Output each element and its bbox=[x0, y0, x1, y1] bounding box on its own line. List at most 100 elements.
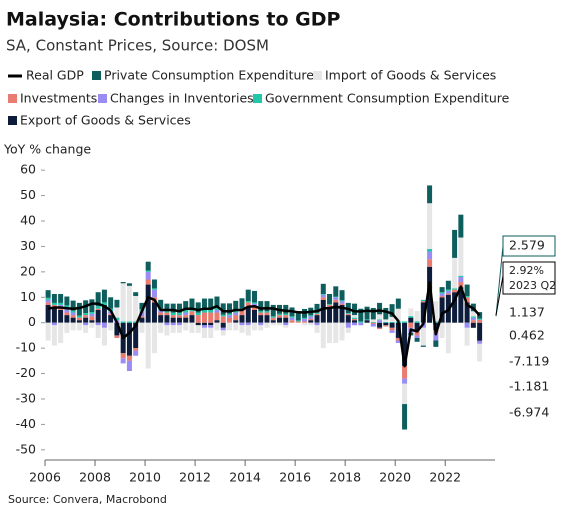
pointer bbox=[495, 245, 504, 317]
legend-swatch bbox=[98, 94, 107, 103]
bar-segment bbox=[402, 378, 408, 384]
bar-segment bbox=[51, 322, 57, 326]
bar-segment bbox=[308, 318, 314, 321]
bar-segment bbox=[320, 322, 326, 349]
bar-segment bbox=[58, 310, 64, 323]
bar-segment bbox=[70, 312, 76, 316]
bar-segment bbox=[76, 317, 82, 321]
bar-segment bbox=[383, 307, 389, 320]
bar-segment bbox=[439, 292, 445, 294]
source: Source: Convera, Macrobond bbox=[8, 493, 167, 506]
bar-segment bbox=[151, 289, 157, 298]
bar-segment bbox=[139, 316, 145, 318]
bar-segment bbox=[189, 308, 195, 312]
bar-segment bbox=[258, 315, 264, 323]
bar-segment bbox=[395, 340, 401, 344]
bar-segment bbox=[470, 316, 476, 318]
x-tick-label: 2022 bbox=[429, 470, 461, 485]
x-tick-label: 2006 bbox=[29, 470, 61, 485]
bar-segment bbox=[95, 308, 101, 310]
bar-segment bbox=[89, 299, 95, 313]
bar-segment bbox=[408, 322, 414, 328]
legend-label: Investments bbox=[20, 91, 97, 106]
bar-segment bbox=[51, 325, 57, 346]
bar-segment bbox=[283, 317, 289, 323]
bar-segment bbox=[439, 293, 445, 297]
y-tick-label: 50 bbox=[20, 187, 36, 202]
bar-segment bbox=[133, 321, 139, 323]
bar-segment bbox=[377, 327, 383, 330]
bar-segment bbox=[333, 299, 339, 303]
value-label: 2.579 bbox=[509, 238, 545, 253]
bar-segment bbox=[133, 348, 139, 351]
bar-segment bbox=[151, 322, 157, 354]
bar-segment bbox=[389, 330, 395, 333]
bar-segment bbox=[408, 316, 414, 318]
bar-segment bbox=[89, 316, 95, 321]
pointer bbox=[495, 275, 504, 316]
bar-segment bbox=[377, 302, 383, 315]
bar-segment bbox=[439, 322, 445, 338]
bar-segment bbox=[464, 322, 470, 328]
bar-segment bbox=[108, 322, 114, 331]
y-tick-label: -20 bbox=[16, 365, 36, 380]
bar-segment bbox=[64, 296, 70, 306]
bar-segment bbox=[195, 322, 201, 326]
bar-segment bbox=[70, 317, 76, 323]
bar-segment bbox=[239, 315, 245, 323]
bar-segment bbox=[320, 293, 326, 295]
bar-segment bbox=[214, 310, 220, 313]
bar-segment bbox=[358, 308, 364, 322]
bar-segment bbox=[120, 321, 126, 323]
bar-segment bbox=[170, 303, 176, 313]
value-label: 0.462 bbox=[509, 328, 545, 343]
bar-segment bbox=[101, 302, 107, 305]
bar-segment bbox=[208, 322, 214, 326]
bar-segment bbox=[226, 315, 232, 318]
bar-segment bbox=[114, 335, 120, 338]
bar-segment bbox=[239, 325, 245, 333]
bar-segment bbox=[314, 315, 320, 323]
bar-segment bbox=[251, 310, 257, 323]
bar-segment bbox=[477, 318, 483, 320]
bar-segment bbox=[402, 365, 408, 379]
bar-segment bbox=[76, 322, 82, 331]
bar-segment bbox=[314, 322, 320, 326]
bar-segment bbox=[108, 297, 114, 309]
bar-segment bbox=[433, 340, 439, 347]
bar-segment bbox=[126, 285, 132, 322]
bar-segment bbox=[327, 304, 333, 305]
bar-segment bbox=[76, 320, 82, 323]
bar-segment bbox=[89, 312, 95, 314]
bar-segment bbox=[245, 307, 251, 323]
bar-segment bbox=[283, 325, 289, 328]
bar-segment bbox=[264, 322, 270, 328]
bar-segment bbox=[333, 286, 339, 297]
bar-segment bbox=[70, 322, 76, 331]
bar-segment bbox=[464, 327, 470, 346]
bar-segment bbox=[358, 322, 364, 326]
bar-segment bbox=[133, 292, 139, 297]
bar-segment bbox=[389, 316, 395, 322]
bar-segment bbox=[189, 298, 195, 309]
bar-segment bbox=[427, 185, 433, 204]
bar-segment bbox=[352, 322, 358, 326]
bar-segment bbox=[251, 303, 257, 307]
bar-segment bbox=[245, 289, 251, 302]
bar-segment bbox=[427, 251, 433, 260]
bar-segment bbox=[458, 214, 464, 238]
bar-segment bbox=[139, 302, 145, 310]
bar-segment bbox=[145, 271, 151, 280]
legend-swatch bbox=[253, 94, 262, 103]
bar-segment bbox=[339, 301, 345, 304]
bar-segment bbox=[302, 318, 308, 322]
bar-segment bbox=[264, 315, 270, 323]
bar-segment bbox=[345, 313, 351, 316]
bar-segment bbox=[183, 310, 189, 313]
bar-segment bbox=[214, 320, 220, 323]
bar-segment bbox=[414, 311, 420, 322]
bar-segment bbox=[370, 319, 376, 322]
bar-segment bbox=[383, 322, 389, 326]
bar-segment bbox=[464, 284, 470, 297]
bar-segment bbox=[239, 298, 245, 309]
